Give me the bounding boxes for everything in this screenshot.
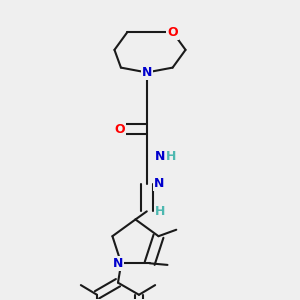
Text: N: N [113, 257, 123, 270]
Text: N: N [154, 177, 164, 190]
Text: O: O [167, 26, 178, 39]
Text: H: H [166, 150, 176, 163]
Text: N: N [155, 150, 166, 163]
Text: O: O [115, 122, 125, 136]
Text: H: H [154, 205, 165, 218]
Text: N: N [142, 66, 152, 79]
